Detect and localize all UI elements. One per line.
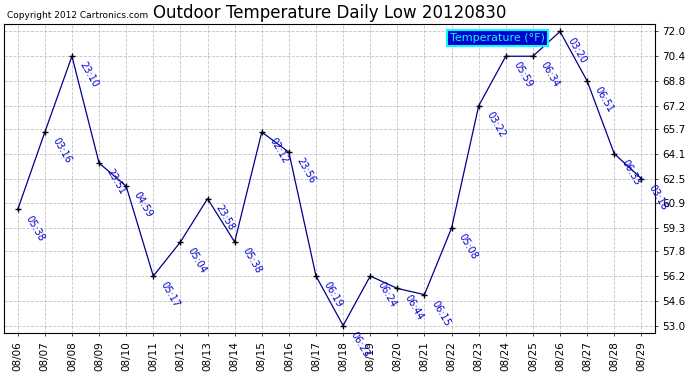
Text: 06:24: 06:24 <box>376 280 398 309</box>
Text: 23:51: 23:51 <box>105 167 127 196</box>
Text: 06:44: 06:44 <box>403 292 426 322</box>
Text: 03:22: 03:22 <box>484 110 507 139</box>
Text: 06:15: 06:15 <box>430 299 453 328</box>
Text: 23:10: 23:10 <box>77 60 100 90</box>
Text: 02:12: 02:12 <box>267 136 290 165</box>
Text: 23:58: 23:58 <box>213 203 236 232</box>
Text: 05:59: 05:59 <box>511 60 534 90</box>
Text: 06:34: 06:34 <box>538 60 561 89</box>
Text: 03:18: 03:18 <box>647 183 669 212</box>
Text: Temperature (°F): Temperature (°F) <box>450 33 545 43</box>
Text: 23:56: 23:56 <box>295 156 317 186</box>
Text: 05:04: 05:04 <box>186 246 208 275</box>
Text: 03:16: 03:16 <box>50 136 73 165</box>
Text: 04:59: 04:59 <box>132 190 155 220</box>
Text: 06:51: 06:51 <box>593 85 615 114</box>
Text: 05:38: 05:38 <box>23 214 46 243</box>
Text: 06:23: 06:23 <box>348 330 371 359</box>
Title: Outdoor Temperature Daily Low 20120830: Outdoor Temperature Daily Low 20120830 <box>153 4 506 22</box>
Text: Copyright 2012 Cartronics.com: Copyright 2012 Cartronics.com <box>7 11 148 20</box>
Text: 05:08: 05:08 <box>457 232 480 261</box>
Text: 06:33: 06:33 <box>620 158 642 187</box>
Text: 06:19: 06:19 <box>322 280 344 309</box>
Text: 05:17: 05:17 <box>159 280 181 309</box>
Text: 05:38: 05:38 <box>240 246 263 275</box>
Text: 03:20: 03:20 <box>566 36 588 65</box>
